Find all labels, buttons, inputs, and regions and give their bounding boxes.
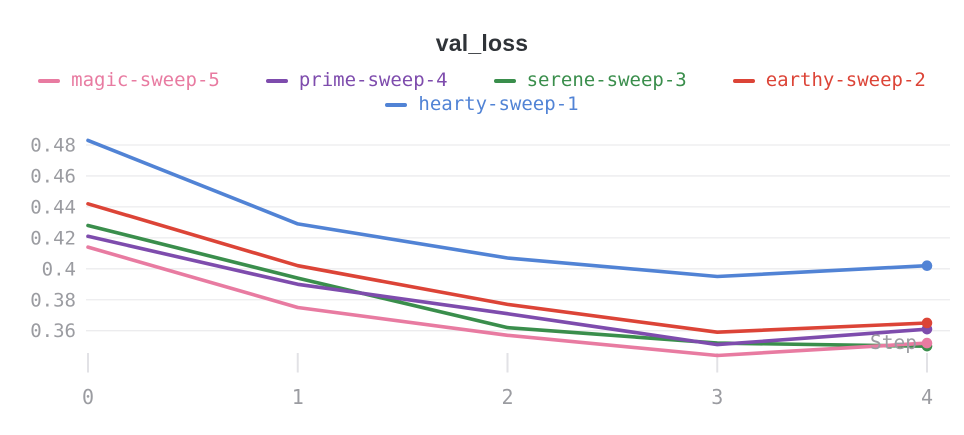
endpoint-dot — [921, 260, 933, 272]
endpoint-dot — [921, 317, 933, 329]
legend-label: magic-sweep-5 — [71, 69, 220, 91]
endpoint-dot — [921, 337, 933, 349]
series-path — [86, 138, 929, 279]
series-path — [86, 245, 929, 358]
legend-swatch-icon — [732, 78, 755, 83]
series-line-hearty-sweep-1[interactable] — [86, 138, 933, 279]
legend-swatch-icon — [385, 102, 408, 107]
y-axis-tick-labels: 0.48 0.46 0.44 0.42 0.4 0.38 0.36 — [30, 135, 76, 343]
series-path — [86, 234, 929, 347]
series-line-earthy-sweep-2[interactable] — [86, 202, 933, 335]
legend-label: serene-sweep-3 — [526, 69, 687, 91]
legend-item-earthy-sweep-2[interactable]: earthy-sweep-2 — [732, 69, 926, 92]
y-tick-label: 0.44 — [30, 196, 76, 218]
series-line-magic-sweep-5[interactable] — [86, 245, 933, 358]
x-tick-label: 4 — [921, 385, 933, 409]
series-line-serene-sweep-3[interactable] — [86, 223, 933, 352]
chart-title: val_loss — [435, 30, 529, 56]
chart-legend: magic-sweep-5 prime-sweep-4 serene-sweep-3… — [0, 69, 964, 116]
legend-item-magic-sweep-5[interactable]: magic-sweep-5 — [38, 69, 220, 92]
y-tick-label: 0.48 — [30, 135, 76, 157]
legend-item-prime-sweep-4[interactable]: prime-sweep-4 — [265, 69, 448, 92]
y-tick-label: 0.4 — [42, 258, 76, 280]
legend-label: earthy-sweep-2 — [765, 69, 926, 91]
legend-item-hearty-sweep-1[interactable]: hearty-sweep-1 — [385, 93, 579, 116]
series-path — [86, 202, 929, 335]
x-tick-label: 2 — [501, 385, 513, 409]
legend-label: hearty-sweep-1 — [418, 93, 579, 115]
x-axis-title: Step — [870, 331, 917, 354]
legend-swatch-icon — [493, 78, 516, 83]
legend-item-serene-sweep-3[interactable]: serene-sweep-3 — [493, 69, 687, 92]
y-tick-label: 0.36 — [30, 320, 76, 342]
x-tick-label: 0 — [82, 385, 94, 409]
series-path — [86, 223, 929, 349]
y-tick-label: 0.42 — [30, 227, 76, 249]
y-tick-label: 0.38 — [30, 289, 76, 311]
legend-swatch-icon — [265, 78, 288, 83]
legend-label: prime-sweep-4 — [298, 69, 448, 91]
x-axis-ticks: 0 1 2 3 4 — [82, 353, 933, 409]
legend-swatch-icon — [38, 78, 61, 83]
x-tick-label: 1 — [292, 385, 304, 409]
gridlines — [86, 144, 950, 332]
y-tick-label: 0.46 — [30, 165, 76, 187]
x-tick-label: 3 — [711, 385, 723, 409]
